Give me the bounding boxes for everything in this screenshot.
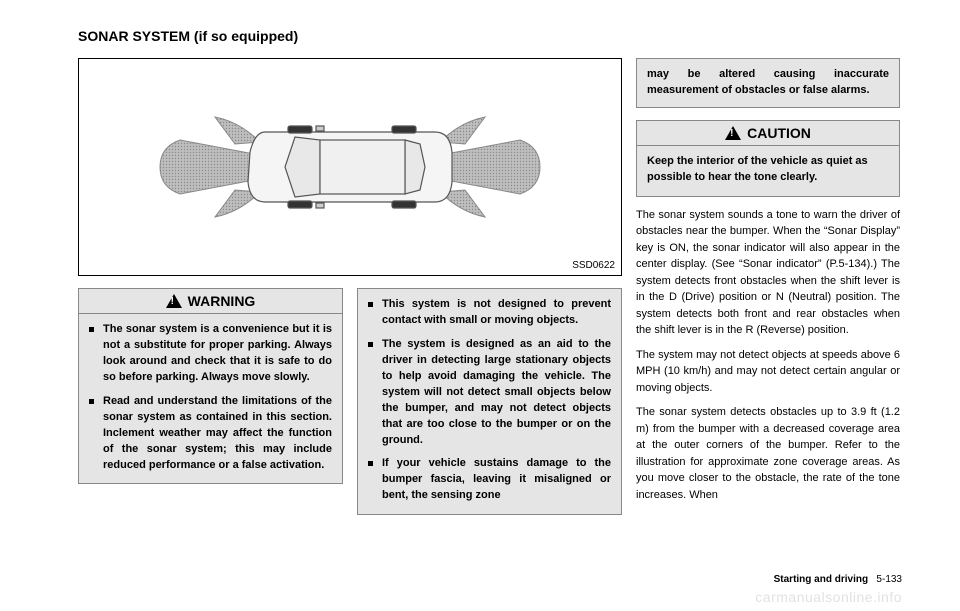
sonar-figure: SSD0622 xyxy=(78,58,622,276)
caution-heading-text: CAUTION xyxy=(747,125,811,141)
warning-item: The system is designed as an aid to the … xyxy=(368,337,611,449)
warning-col-1: WARNING The sonar system is a convenienc… xyxy=(78,288,343,525)
car-diagram-svg xyxy=(120,82,580,252)
warning-item: The sonar system is a convenience but it… xyxy=(89,322,332,386)
warning-columns: WARNING The sonar system is a convenienc… xyxy=(78,288,622,525)
warning-box: WARNING The sonar system is a convenienc… xyxy=(78,288,343,484)
warning-icon xyxy=(166,294,182,308)
page-title: SONAR SYSTEM (if so equipped) xyxy=(78,28,902,44)
warning-body-2: This system is not designed to prevent c… xyxy=(358,289,621,514)
caution-header: CAUTION xyxy=(637,121,899,146)
warning-body-1: The sonar system is a convenience but it… xyxy=(79,314,342,483)
body-paragraph: The sonar system detects obstacles up to… xyxy=(636,404,900,503)
content-area: SSD0622 WARNING The sonar system is a co… xyxy=(78,58,902,525)
caution-box: CAUTION Keep the interior of the vehicle… xyxy=(636,120,900,197)
warning-item: Read and understand the limitations of t… xyxy=(89,394,332,474)
warning-heading-text: WARNING xyxy=(188,293,256,309)
caution-body: Keep the interior of the vehicle as quie… xyxy=(637,146,899,196)
page-footer: Starting and driving 5-133 xyxy=(774,574,902,585)
figure-id: SSD0622 xyxy=(572,260,615,271)
left-block: SSD0622 WARNING The sonar system is a co… xyxy=(78,58,622,525)
footer-page: 5-133 xyxy=(876,574,902,585)
warning-box-cont: This system is not designed to prevent c… xyxy=(357,288,622,515)
caution-icon xyxy=(725,126,741,140)
warning-item: This system is not designed to prevent c… xyxy=(368,297,611,329)
body-paragraph: The system may not detect objects at spe… xyxy=(636,347,900,397)
body-paragraph: The sonar system sounds a tone to warn t… xyxy=(636,207,900,339)
warning-item: If your vehicle sustains damage to the b… xyxy=(368,456,611,504)
right-column: may be altered causing inaccurate measur… xyxy=(636,58,900,525)
footer-section: Starting and driving xyxy=(774,574,868,585)
warning-fragment-box: may be altered causing inaccurate measur… xyxy=(636,58,900,108)
watermark: carmanualsonline.info xyxy=(755,589,902,605)
warning-header: WARNING xyxy=(79,289,342,314)
warning-col-2: This system is not designed to prevent c… xyxy=(357,288,622,525)
